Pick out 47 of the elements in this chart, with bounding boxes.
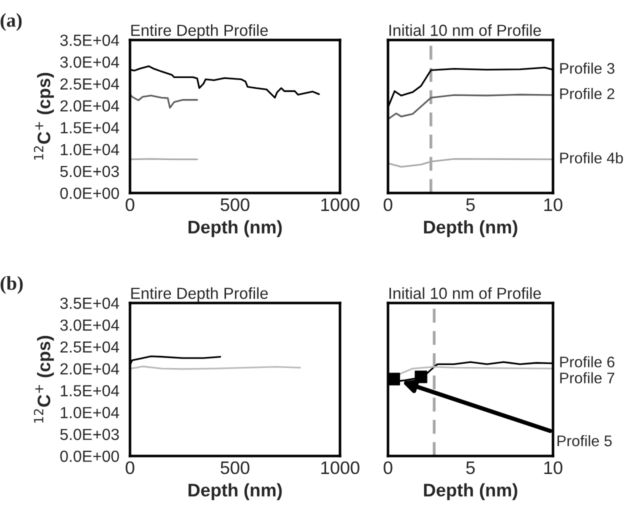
y-tick-label: 3.0E+04 bbox=[60, 56, 120, 68]
x-axis-title: Depth (nm) bbox=[424, 483, 518, 500]
y-tick-label: 3.5E+04 bbox=[60, 34, 120, 46]
line-series bbox=[130, 93, 198, 109]
x-axis-title: Depth (nm) bbox=[188, 483, 282, 500]
y-tick-label: 5.0E+03 bbox=[60, 428, 119, 440]
x-axis-title: Depth (nm) bbox=[424, 220, 518, 238]
chart-title: Entire Depth Profile bbox=[131, 24, 268, 40]
series-label: Profile 4b bbox=[560, 152, 623, 164]
text: (b) bbox=[0, 276, 23, 294]
y-tick-label: 3.5E+04 bbox=[60, 298, 120, 309]
x-tick-label: 10 bbox=[544, 461, 562, 474]
y-tick-label: 3.0E+04 bbox=[60, 319, 120, 331]
x-tick-label: 1000 bbox=[321, 198, 360, 212]
y-tick-label: 1.0E+04 bbox=[60, 144, 120, 156]
text: Profile 5 bbox=[558, 435, 612, 446]
x-axis-title: Depth (nm) bbox=[188, 220, 282, 238]
y-tick-label: 2.0E+04 bbox=[60, 100, 120, 112]
series-label: Profile 3 bbox=[560, 62, 614, 74]
chart-title: Entire Depth Profile bbox=[131, 287, 268, 302]
x-tick-label: 5 bbox=[466, 198, 475, 212]
y-tick-label: 0.0E+00 bbox=[60, 188, 119, 199]
y-tick-label: 1.5E+04 bbox=[60, 122, 120, 134]
x-tick-label: 500 bbox=[220, 198, 250, 212]
chart-title: Initial 10 nm of Profile bbox=[389, 24, 541, 36]
x-tick-label: 0 bbox=[384, 198, 392, 212]
y-tick-label: 2.5E+04 bbox=[60, 341, 120, 353]
x-tick-label: 0 bbox=[384, 461, 392, 474]
text: (a) bbox=[0, 13, 22, 31]
x-tick-label: 10 bbox=[544, 198, 562, 212]
y-tick-label: 0.0E+00 bbox=[60, 450, 119, 462]
x-tick-label: 500 bbox=[220, 461, 250, 474]
y-tick-label: 5.0E+03 bbox=[60, 166, 119, 178]
y-tick-label: 1.5E+04 bbox=[60, 385, 120, 396]
y-axis-title: $^{12}$C$^{+}$ (cps) bbox=[34, 72, 54, 160]
series-label: Profile 6 bbox=[560, 356, 614, 368]
y-tick-label: 2.5E+04 bbox=[60, 78, 120, 90]
x-tick-label: 0 bbox=[126, 461, 134, 474]
y-tick-label: 2.0E+04 bbox=[60, 363, 120, 375]
y-axis-title: $^{12}$C$^{+}$ (cps) bbox=[34, 336, 54, 423]
series-label: Profile 2 bbox=[560, 88, 614, 100]
series-label: Profile 7 bbox=[560, 372, 614, 384]
x-tick-label: 5 bbox=[466, 462, 475, 474]
x-tick-label: 1000 bbox=[321, 461, 360, 474]
y-tick-label: 1.0E+04 bbox=[60, 406, 120, 418]
chart-title: Initial 10 nm of Profile bbox=[389, 287, 541, 299]
x-tick-label: 0 bbox=[126, 198, 134, 212]
